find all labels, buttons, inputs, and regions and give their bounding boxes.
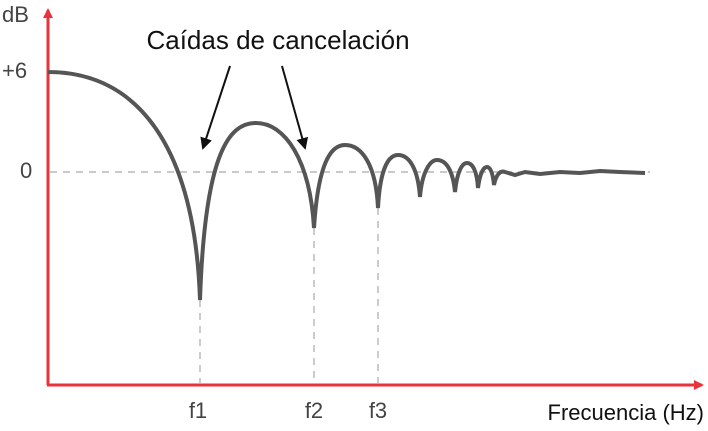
x-mark: f2: [305, 398, 323, 423]
y-mark: 0: [20, 158, 32, 183]
x-mark: f1: [189, 398, 207, 423]
y-mark: +6: [2, 58, 27, 83]
annotation: Caídas de cancelación: [146, 25, 409, 55]
y-axis-label: dB: [2, 2, 29, 27]
annotation-arrow: [281, 65, 309, 150]
x-mark: f3: [369, 398, 387, 423]
x-axis-label: Frecuencia (Hz): [548, 400, 704, 425]
annotation-arrow: [200, 65, 231, 150]
guides: [50, 171, 650, 383]
response-curve: [47, 70, 646, 301]
